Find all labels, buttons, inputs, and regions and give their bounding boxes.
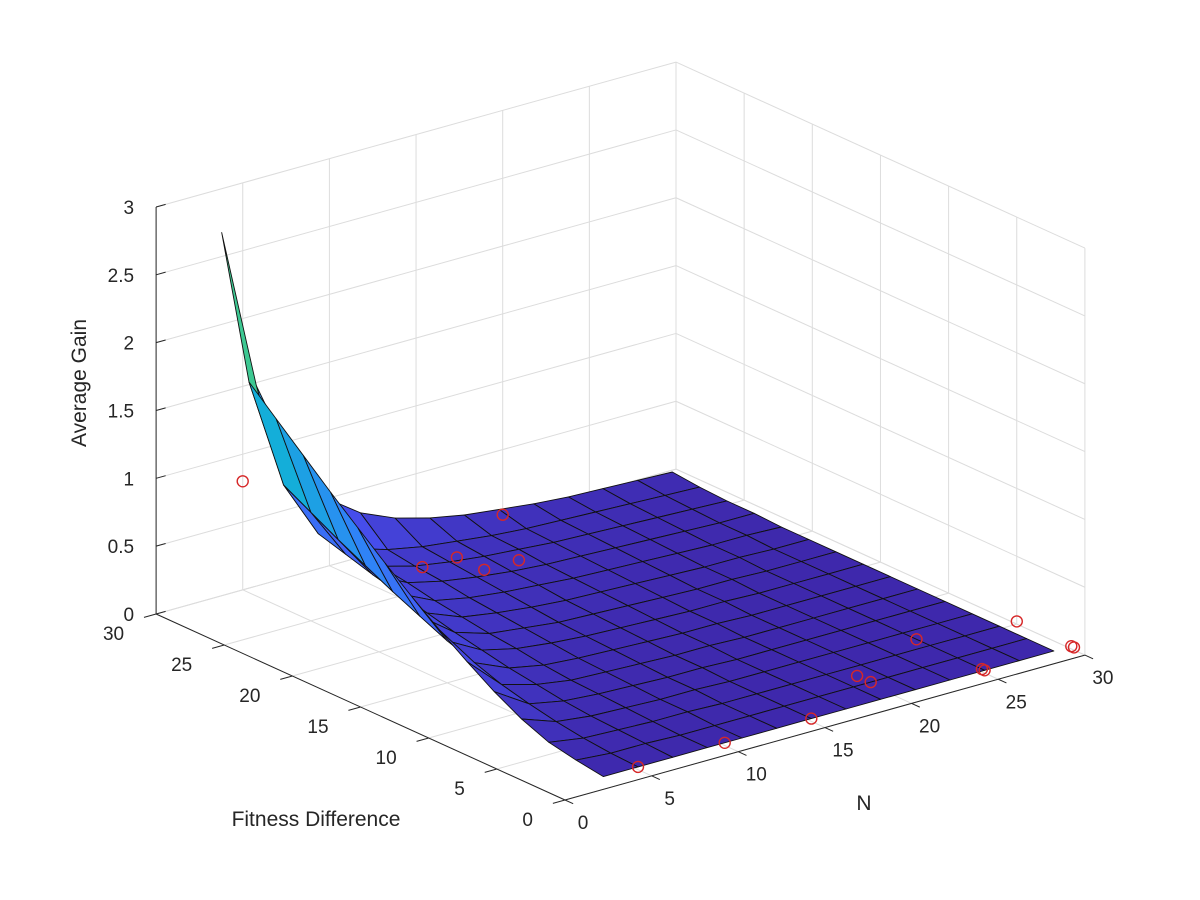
x-tick-mark	[998, 678, 1007, 684]
data-marker	[416, 560, 429, 574]
data-marker	[1065, 640, 1078, 653]
z-tick-mark	[155, 543, 166, 547]
data-marker	[910, 633, 923, 646]
side-wall-grid-line	[675, 129, 1086, 317]
back-wall-grid-line	[155, 129, 677, 276]
surface-face	[248, 381, 312, 513]
y-tick-mark	[416, 737, 429, 742]
y-tick-mark	[552, 799, 566, 804]
back-wall-grid-line	[155, 197, 677, 344]
z-tick-label: 2.5	[108, 266, 134, 287]
side-wall-grid-line	[675, 265, 1086, 453]
surface-layer	[221, 232, 1055, 778]
x-tick-label: 5	[664, 789, 675, 810]
back-wall-grid-line	[155, 400, 677, 547]
side-wall-grid-line	[675, 197, 1086, 385]
side-wall-grid-line	[675, 400, 1086, 588]
data-marker	[975, 662, 989, 676]
y-axis-label: Fitness Difference	[232, 808, 401, 831]
side-wall-grid-line	[675, 332, 1086, 520]
y-tick-mark	[484, 768, 497, 773]
y-tick-mark	[280, 675, 293, 680]
y-tick-mark	[348, 706, 361, 711]
x-tick-mark	[564, 799, 574, 805]
data-marker	[512, 554, 526, 567]
back-wall-grid-line	[155, 332, 677, 479]
z-tick-label: 1	[124, 469, 135, 490]
z-tick-mark	[155, 407, 166, 411]
x-axis-label: N	[856, 792, 871, 815]
z-tick-label: 0.5	[108, 537, 134, 558]
y-tick-label: 25	[171, 655, 192, 676]
z-tick-label: 2	[124, 334, 135, 355]
y-tick-label: 0	[522, 810, 533, 831]
data-marker	[805, 712, 818, 725]
x-tick-mark	[824, 727, 834, 732]
z-tick-mark	[155, 475, 166, 479]
x-tick-label: 15	[832, 741, 853, 762]
y-tick-label: 15	[307, 717, 328, 738]
x-tick-label: 10	[746, 765, 767, 786]
surface-face	[575, 752, 639, 778]
y-tick-label: 20	[239, 686, 260, 707]
back-wall-grid-line	[155, 265, 677, 411]
y-tick-label: 10	[376, 748, 397, 769]
back-wall-grid-line	[155, 61, 677, 208]
y-tick-mark	[143, 613, 157, 618]
data-marker	[478, 563, 491, 576]
x-tick-label: 0	[578, 813, 589, 834]
z-tick-mark	[155, 203, 166, 208]
data-marker	[236, 475, 249, 488]
x-tick-mark	[651, 775, 661, 781]
z-tick-mark	[155, 339, 166, 344]
z-tick-label: 1.5	[108, 401, 134, 422]
x-tick-label: 25	[1006, 692, 1027, 713]
label-layer: N Fitness Difference Average Gain	[68, 319, 872, 831]
z-tick-mark	[155, 610, 166, 615]
z-tick-label: 0	[124, 605, 135, 626]
data-marker	[1010, 615, 1023, 628]
marker-layer	[236, 475, 1081, 774]
data-marker	[631, 760, 645, 774]
x-tick-mark	[911, 702, 920, 708]
data-marker	[496, 508, 509, 521]
data-marker	[850, 669, 864, 683]
y-tick-label: 5	[454, 779, 465, 800]
z-axis-label: Average Gain	[68, 319, 91, 447]
x-tick-label: 20	[919, 716, 940, 737]
z-tick-label: 3	[124, 198, 135, 219]
y-tick-label: 30	[103, 624, 124, 645]
data-marker	[864, 675, 877, 689]
x-tick-mark	[1084, 654, 1094, 660]
y-tick-mark	[211, 644, 225, 649]
x-tick-mark	[738, 751, 747, 756]
data-marker	[718, 736, 731, 749]
side-wall-grid-line	[675, 468, 1086, 656]
side-wall-grid-line	[675, 61, 1086, 249]
data-marker	[450, 551, 464, 564]
z-tick-mark	[155, 271, 166, 276]
x-tick-label: 30	[1092, 668, 1113, 689]
